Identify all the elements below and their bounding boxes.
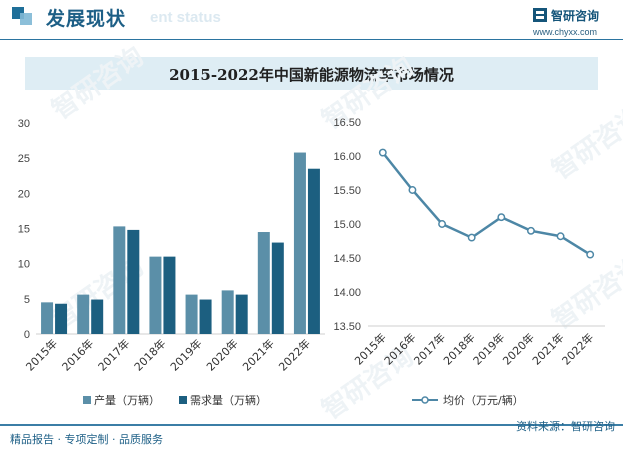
brand-url: www.chyxx.com [533,27,598,37]
line-point [378,148,387,157]
header: 发展现状 ent status 智研咨询 www.chyxx.com [0,0,623,40]
chart-title-bar: 2015-2022年中国新能源物流车市场情况 [25,57,598,90]
bar-demand [163,256,176,334]
watermark-text: 智研咨询 [546,251,623,336]
line-y-tick-label: 15.00 [333,219,361,231]
chart-title: 2015-2022年中国新能源物流车市场情况 [169,66,454,84]
bar-demand [235,294,248,334]
line-point [438,220,447,228]
bar-legend-label: 产量（万辆） [94,393,160,407]
bar-x-tick-label: 2022年 [276,336,313,373]
bar-x-tick-label: 2021年 [239,336,276,373]
bar-y-tick-label: 10 [18,259,30,271]
line-point [586,250,595,259]
watermark-text: 智研咨询 [316,51,419,136]
footer-divider [0,424,623,426]
line-point [556,232,565,241]
bar-production [77,294,90,334]
bar-production [185,294,198,334]
bar-demand [91,299,104,334]
bar-production [113,226,126,334]
watermark-text: 智研咨询 [46,41,149,126]
line-x-tick-label: 2017年 [411,330,448,367]
bar-y-tick-label: 25 [18,153,30,165]
line-y-tick-label: 14.00 [333,287,361,299]
header-divider [0,39,623,40]
line-y-tick-label: 15.50 [333,185,361,197]
bar-legend-label: 需求量（万辆） [190,393,267,407]
bar-x-tick-label: 2016年 [59,336,96,373]
line-y-tick-label: 13.50 [333,321,361,333]
bar-x-tick-label: 2020年 [203,336,240,373]
bar-y-tick-label: 30 [18,118,30,130]
line-legend-label: 均价（万元/辆） [443,393,524,407]
line-x-tick-label: 2018年 [440,330,477,367]
bar-legend-swatch [83,396,91,404]
bar-x-tick-label: 2019年 [167,336,204,373]
section-title: 发展现状 [46,8,127,30]
bar-demand [271,242,284,334]
line-legend-marker [421,396,429,404]
watermark-text: 智研咨询 [546,101,623,186]
line-y-tick-label: 14.50 [333,253,361,265]
brand-name: 智研咨询 [551,9,600,23]
section-ghost-text: ent status [150,9,221,26]
bar-production [293,152,306,334]
line-x-tick-label: 2020年 [500,330,537,367]
bar-production [149,256,162,334]
bar-y-tick-label: 5 [24,294,30,306]
bar-x-tick-label: 2017年 [95,336,132,373]
bar-production [221,290,234,334]
bar-legend-swatch [179,396,187,404]
line-x-tick-label: 2021年 [529,330,566,367]
bar-x-tick-label: 2018年 [131,336,168,373]
bar-y-tick-label: 15 [18,224,30,236]
line-series-price [381,151,591,256]
line-y-tick-label: 16.00 [333,151,361,163]
bar-demand [55,303,68,334]
footer: 精品报告 · 专项定制 · 品质服务 资料来源：智研咨询 [0,420,623,449]
line-x-tick-label: 2019年 [470,330,507,367]
bar-x-tick-label: 2015年 [23,336,60,373]
footer-source: 资料来源：智研咨询 [516,420,615,433]
brand-logo-icon [533,8,547,22]
bar-y-tick-label: 20 [18,188,30,200]
header-square-light [20,13,32,25]
bar-production [41,302,54,334]
line-point [497,213,506,222]
line-y-tick-label: 16.50 [333,117,361,129]
bar-production [257,232,270,334]
bar-y-tick-label: 0 [24,329,30,341]
footer-slogan: 精品报告 · 专项定制 · 品质服务 [10,433,163,446]
line-x-tick-label: 2022年 [559,330,596,367]
bar-demand [127,229,140,334]
line-point [526,226,535,235]
bar-demand [307,168,320,334]
bar-demand [199,299,212,334]
line-point [467,233,476,242]
line-point [408,186,417,194]
